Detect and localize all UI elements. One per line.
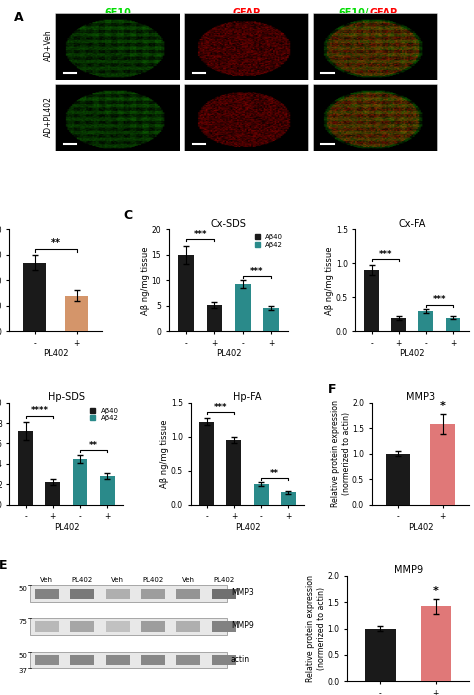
Text: 75: 75 [18,619,27,625]
Bar [419,311,433,332]
Text: C: C [124,209,133,222]
Bar [65,295,88,332]
Text: **: ** [51,238,61,248]
Bar [100,476,115,505]
Bar [106,621,129,632]
Text: 37: 37 [18,668,27,674]
Bar [141,621,165,632]
Text: 50: 50 [18,587,27,592]
Bar [35,621,59,632]
X-axis label: PL402: PL402 [216,350,241,359]
Bar [70,589,94,599]
X-axis label: PL402: PL402 [54,523,79,532]
Bar [23,263,46,332]
Text: E: E [0,559,8,571]
Y-axis label: Aβ ng/mg tissue: Aβ ng/mg tissue [160,419,169,488]
Text: F: F [328,382,336,395]
Text: Veh: Veh [111,578,124,584]
Text: ****: **** [30,407,48,416]
Title: Cx-FA: Cx-FA [399,219,426,229]
Text: Veh: Veh [40,578,53,584]
Bar [106,655,129,665]
Bar [212,655,236,665]
Title: MMP3: MMP3 [406,392,435,402]
Text: GFAP: GFAP [369,8,397,19]
Y-axis label: Relative protein expression
(normerized to actin): Relative protein expression (normerized … [306,575,326,682]
Text: ***: *** [193,230,207,239]
Bar [178,255,194,332]
X-axis label: PL402: PL402 [235,523,260,532]
Title: Hp-SDS: Hp-SDS [48,392,85,402]
Y-axis label: Aβ ng/mg tissue: Aβ ng/mg tissue [325,246,334,315]
Text: PL402: PL402 [142,578,164,584]
Bar [364,270,379,332]
Bar [35,589,59,599]
Bar [70,621,94,632]
Text: ***: *** [250,267,264,276]
Bar [365,628,395,681]
Text: PL402: PL402 [213,578,235,584]
Text: AD+PL402: AD+PL402 [44,96,53,137]
Text: MMP3: MMP3 [231,588,254,597]
Y-axis label: Aβ ng/mg tissue: Aβ ng/mg tissue [141,246,150,315]
Bar [200,422,214,505]
Legend: Aβ40, Aβ42: Aβ40, Aβ42 [254,233,285,249]
Text: PL402: PL402 [72,578,93,584]
Bar [430,424,455,505]
Bar [73,459,87,505]
Bar [386,454,410,505]
X-axis label: PL402: PL402 [400,350,425,359]
Bar [35,655,59,665]
Text: **: ** [270,468,279,477]
Y-axis label: Relative protein expression
(normerized to actin): Relative protein expression (normerized … [331,400,350,507]
Bar [176,589,201,599]
Text: ***: *** [214,402,227,411]
Bar [176,655,201,665]
Bar [264,309,279,332]
X-axis label: PL402: PL402 [408,523,433,532]
Bar [70,655,94,665]
Text: A: A [14,12,24,24]
Text: AD+Veh: AD+Veh [44,30,53,61]
Bar [446,318,460,332]
Bar [176,621,201,632]
Text: MMP9: MMP9 [231,621,254,630]
Bar [46,482,60,505]
Bar [30,585,227,602]
Text: GFAP: GFAP [232,8,260,19]
Bar [212,589,236,599]
Text: Veh: Veh [182,578,195,584]
Bar [281,492,296,505]
X-axis label: PL402: PL402 [43,350,68,359]
Title: Cx-SDS: Cx-SDS [210,219,246,229]
Legend: Aβ40, Aβ42: Aβ40, Aβ42 [89,406,120,423]
Bar [254,484,268,505]
Text: actin: actin [231,655,250,664]
Bar [212,621,236,632]
Text: 6E10: 6E10 [104,8,131,19]
Title: MMP9: MMP9 [393,565,423,575]
Bar [18,431,33,505]
Bar [207,305,222,332]
Bar [235,284,251,332]
Text: 50: 50 [18,653,27,659]
Text: ***: *** [378,250,392,259]
Bar [30,652,227,669]
Title: Hp-FA: Hp-FA [233,392,262,402]
Text: *: * [440,401,446,411]
Bar [106,589,129,599]
Bar [227,440,241,505]
Bar [141,589,165,599]
Bar [392,318,406,332]
Text: 6E10/: 6E10/ [338,8,369,19]
Bar [420,607,451,681]
Text: **: ** [89,441,98,450]
Bar [30,618,227,635]
Text: ***: *** [433,295,446,304]
Bar [141,655,165,665]
Text: *: * [433,586,439,596]
